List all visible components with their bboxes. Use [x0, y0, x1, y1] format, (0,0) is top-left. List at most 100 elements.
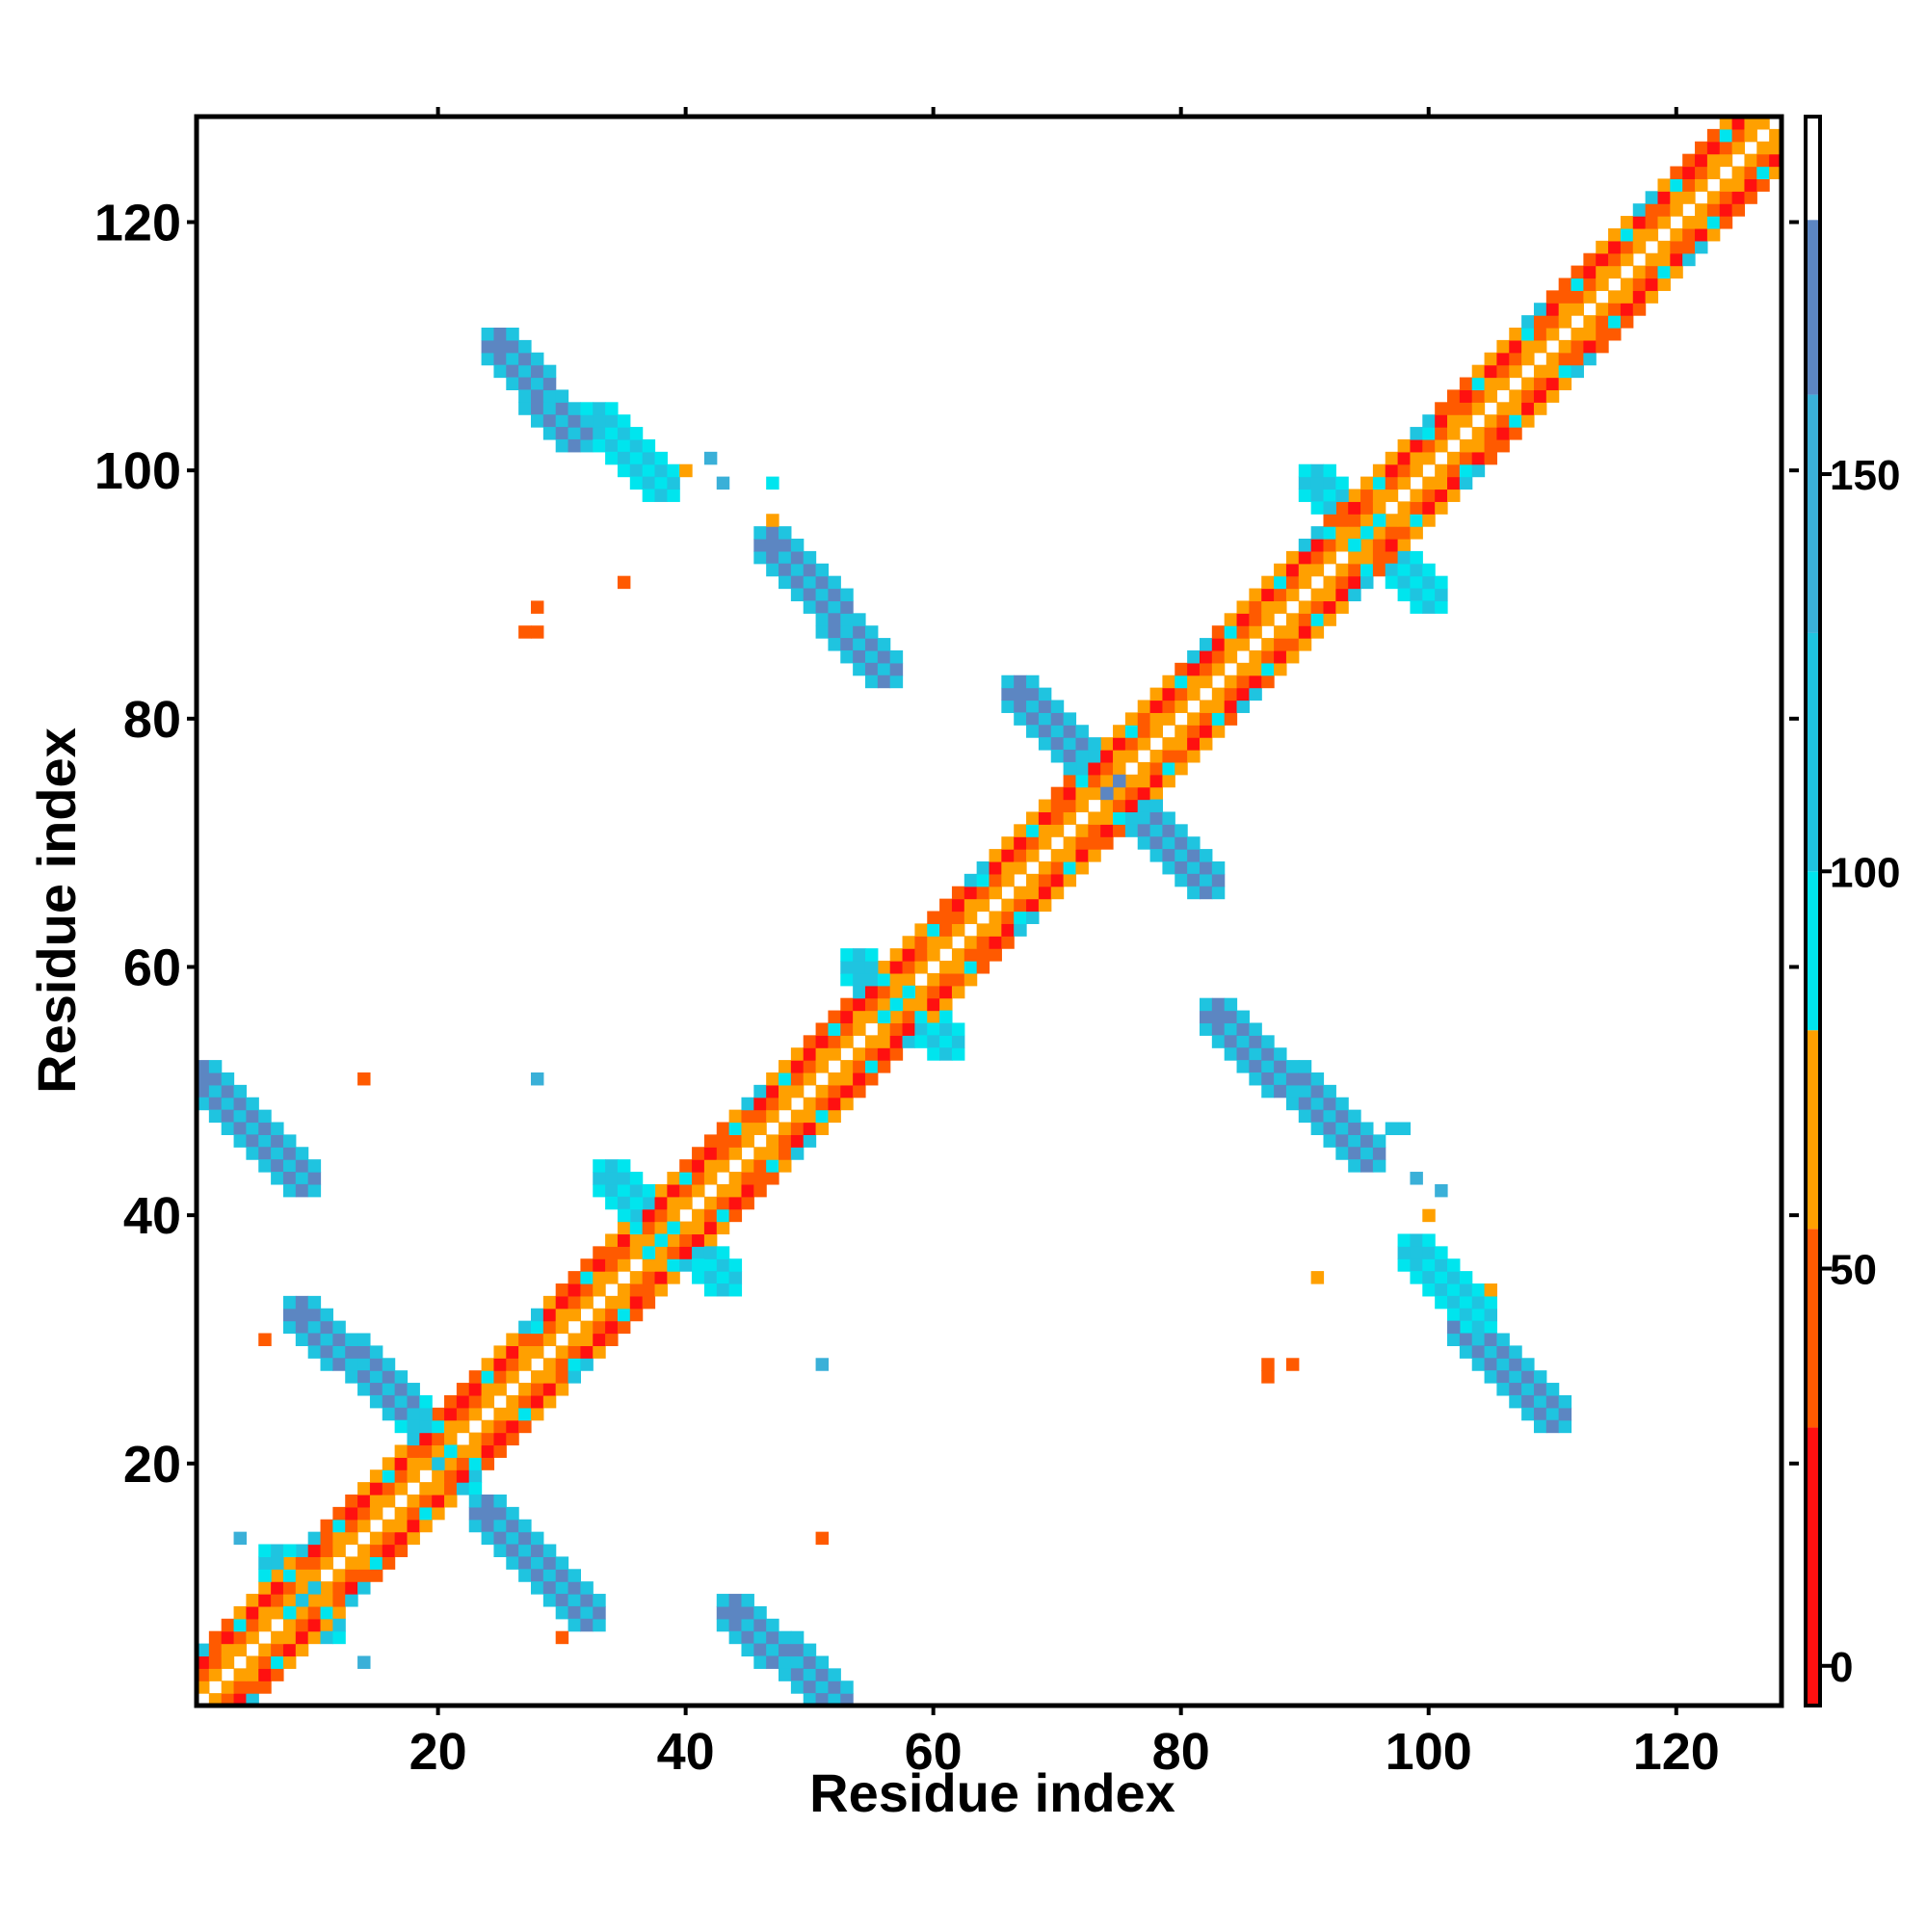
heatmap-cell [282, 1134, 297, 1148]
heatmap-cell [939, 1047, 953, 1061]
heatmap-cell [493, 1407, 507, 1421]
heatmap-cell [753, 1655, 767, 1669]
heatmap-cell [481, 1531, 495, 1546]
heatmap-cell [1744, 178, 1757, 192]
heatmap-cell [518, 1394, 532, 1409]
heatmap-cell [1372, 1159, 1386, 1173]
heatmap-cell [914, 961, 928, 974]
heatmap-cell [506, 1358, 519, 1371]
heatmap-cell [369, 1358, 383, 1371]
heatmap-cell [1410, 600, 1423, 614]
heatmap-cell [1323, 526, 1336, 540]
heatmap-cell [1410, 463, 1423, 478]
heatmap-cell [1261, 1084, 1275, 1098]
heatmap-cell [1348, 588, 1361, 602]
heatmap-cell [617, 1221, 631, 1235]
heatmap-cell [518, 389, 532, 403]
heatmap-cell [828, 1072, 841, 1086]
heatmap-cell [555, 1345, 569, 1359]
heatmap-cell [779, 1122, 792, 1135]
heatmap-cell [605, 1172, 619, 1185]
heatmap-cell [1706, 141, 1721, 155]
heatmap-cell [1298, 613, 1312, 626]
heatmap-cell [1162, 849, 1175, 862]
heatmap-cell [617, 1208, 631, 1223]
heatmap-cell [1632, 227, 1647, 242]
heatmap-cell [518, 1531, 532, 1546]
heatmap-cell [246, 1618, 259, 1632]
heatmap-cell [605, 451, 619, 465]
heatmap-cell [568, 1605, 581, 1620]
heatmap-cell [282, 1159, 297, 1173]
heatmap-cell [828, 1109, 841, 1124]
heatmap-cell [1509, 1383, 1522, 1396]
heatmap-cell [828, 1668, 841, 1681]
heatmap-cell [555, 1605, 569, 1620]
heatmap-cell [1224, 675, 1238, 689]
heatmap-cell [1100, 811, 1114, 825]
heatmap-cell [927, 923, 940, 937]
heatmap-cell [679, 1183, 693, 1198]
heatmap-cell [1410, 438, 1423, 453]
heatmap-cell [555, 1581, 569, 1595]
heatmap-cell [1050, 712, 1065, 726]
heatmap-cell [542, 1569, 557, 1582]
heatmap-cell [580, 438, 594, 453]
heatmap-cell [679, 1159, 693, 1173]
heatmap-cell [221, 1084, 235, 1098]
heatmap-cell [1484, 1320, 1498, 1335]
heatmap-cell [568, 1618, 581, 1632]
heatmap-cell [828, 1047, 841, 1061]
heatmap-cell [493, 1345, 507, 1359]
heatmap-cell [617, 438, 631, 453]
heatmap-cell [407, 1519, 420, 1533]
heatmap-cell [728, 1258, 743, 1272]
heatmap-cell [506, 1333, 519, 1346]
heatmap-cell [1137, 836, 1151, 850]
heatmap-cell [1608, 227, 1622, 242]
heatmap-cell [692, 1258, 705, 1272]
heatmap-cell [864, 961, 879, 974]
heatmap-cell [1459, 1271, 1473, 1284]
heatmap-cell [555, 438, 569, 453]
heatmap-cell [1719, 117, 1733, 130]
heatmap-cell [853, 948, 866, 962]
heatmap-cell [716, 1618, 730, 1632]
heatmap-cell [629, 1246, 644, 1259]
heatmap-cell [530, 1072, 544, 1086]
heatmap-cell [1360, 476, 1374, 490]
heatmap-cell [617, 1295, 631, 1310]
heatmap-cell [1298, 550, 1312, 565]
heatmap-cell [1038, 725, 1052, 738]
heatmap-cell [1360, 1147, 1374, 1160]
heatmap-cell [964, 948, 978, 962]
heatmap-cell [1014, 675, 1027, 689]
heatmap-cell [1372, 563, 1386, 577]
heatmap-cell [1484, 1308, 1498, 1322]
heatmap-cell [728, 1630, 743, 1645]
heatmap-cell [555, 1295, 569, 1310]
heatmap-cell [728, 1196, 743, 1210]
heatmap-cell [357, 1544, 371, 1557]
heatmap-cell [605, 1159, 619, 1173]
heatmap-cell [258, 1159, 272, 1173]
heatmap-cell [1187, 873, 1201, 887]
heatmap-cell [790, 1643, 805, 1657]
heatmap-cell [1075, 824, 1089, 837]
heatmap-cell [530, 1581, 544, 1595]
heatmap-cell [345, 1594, 358, 1607]
heatmap-cell [1014, 860, 1027, 875]
heatmap-cell [1063, 761, 1077, 776]
heatmap-cell [766, 476, 779, 490]
heatmap-cell [1422, 1208, 1436, 1223]
heatmap-cell [233, 1630, 247, 1645]
heatmap-cell [568, 1333, 581, 1346]
heatmap-cell [1001, 873, 1015, 887]
heatmap-cell [877, 1010, 891, 1024]
heatmap-cell [1447, 402, 1461, 415]
x-tick-label: 120 [1633, 1723, 1720, 1781]
heatmap-cell [1175, 836, 1188, 850]
heatmap-cell [692, 1233, 705, 1247]
heatmap-cell [555, 427, 569, 440]
heatmap-cell [815, 1655, 830, 1669]
